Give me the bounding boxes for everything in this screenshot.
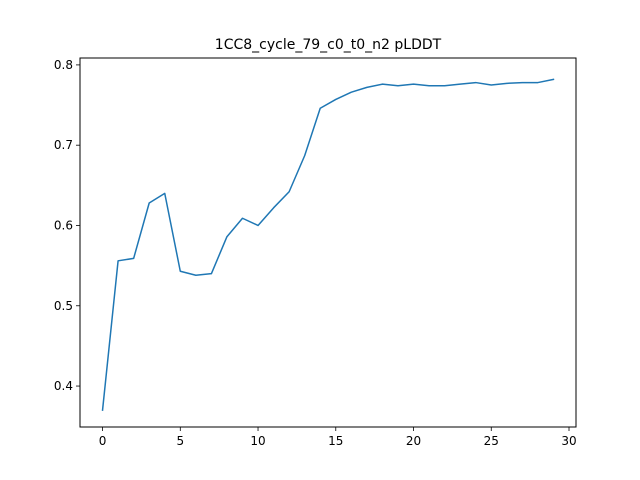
y-axis: 0.4 0.5 0.6 0.7 0.8 bbox=[54, 58, 80, 393]
plot-area-frame bbox=[79, 57, 577, 428]
x-tick-label: 5 bbox=[176, 434, 184, 448]
chart-title: 1CC8_cycle_79_c0_t0_n2 pLDDT bbox=[215, 37, 442, 53]
x-tick-label: 15 bbox=[328, 434, 343, 448]
x-tick-label: 0 bbox=[99, 434, 107, 448]
y-tick-label: 0.5 bbox=[54, 299, 73, 313]
y-tick-label: 0.6 bbox=[54, 218, 73, 232]
series-layer bbox=[101, 78, 555, 411]
x-tick-label: 20 bbox=[406, 434, 421, 448]
x-tick-label: 30 bbox=[561, 434, 576, 448]
x-tick-label: 25 bbox=[484, 434, 499, 448]
y-tick-label: 0.4 bbox=[54, 379, 73, 393]
series-line-0 bbox=[101, 78, 555, 411]
y-tick-label: 0.7 bbox=[54, 138, 73, 152]
x-tick-label: 10 bbox=[250, 434, 265, 448]
y-tick-label: 0.8 bbox=[54, 58, 73, 72]
x-axis: 0 5 10 15 20 25 30 bbox=[99, 427, 577, 448]
